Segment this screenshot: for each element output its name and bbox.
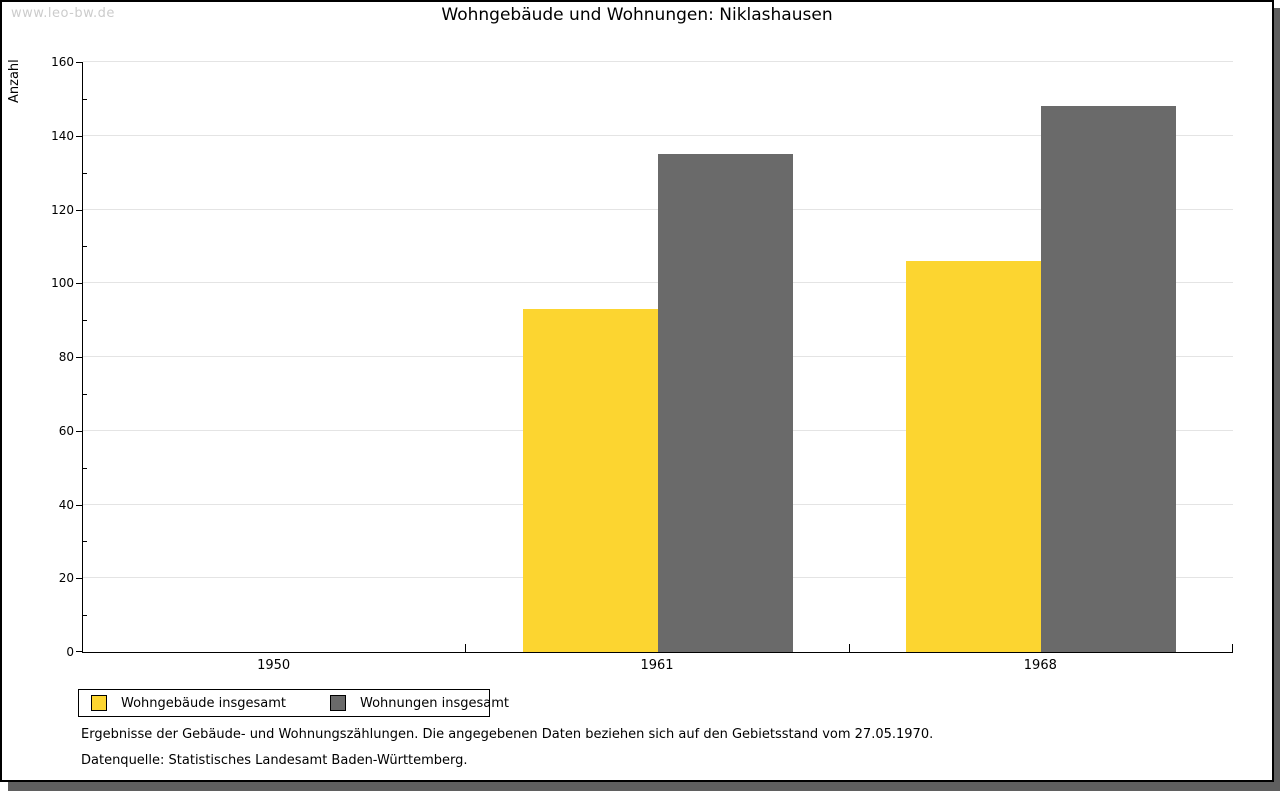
chart-title: Wohngebäude und Wohnungen: Niklashausen [441, 5, 833, 25]
y-tick-label-120: 120 [51, 202, 74, 217]
x-tick-1 [465, 644, 467, 652]
plot-area [76, 61, 1233, 653]
y-tick-120 [76, 209, 82, 211]
y-tick-80 [76, 357, 82, 358]
y-tick-60 [76, 430, 82, 432]
y-tick-140 [76, 135, 82, 137]
y-tick-label-20: 20 [58, 571, 74, 586]
frame-shadow-bottom [8, 782, 1280, 791]
y-minor-tick-30 [83, 541, 87, 543]
footnote-source-note: Ergebnisse der Gebäude- und Wohnungszähl… [81, 727, 934, 742]
bar-wohngeb-ude-insgesamt-1961 [523, 309, 658, 652]
y-tick-label-0: 0 [66, 645, 74, 659]
legend-item-wohnungen: Wohnungen insgesamt [330, 695, 509, 711]
y-tick-160 [76, 62, 82, 63]
gridline-y-160 [83, 61, 1233, 62]
legend-swatch-gray-icon [330, 695, 346, 711]
y-tick-label-80: 80 [58, 350, 74, 364]
y-minor-tick-130 [83, 172, 87, 174]
y-tick-100 [76, 283, 82, 285]
y-tick-label-140: 140 [51, 128, 74, 143]
watermark: www.leo-bw.de [11, 6, 115, 21]
footnote-data-source: Datenquelle: Statistisches Landesamt Bad… [81, 753, 468, 768]
y-tick-0 [76, 651, 82, 652]
x-tick-label-1968: 1968 [1023, 658, 1057, 673]
y-tick-label-100: 100 [51, 276, 74, 291]
x-tick-label-1950: 1950 [257, 658, 291, 673]
y-tick-20 [76, 578, 82, 580]
y-minor-tick-150 [83, 98, 87, 100]
y-tick-label-160: 160 [51, 55, 74, 69]
bar-wohnungen-insgesamt-1961 [658, 154, 793, 652]
legend: Wohngebäude insgesamt Wohnungen insgesam… [78, 689, 509, 717]
x-tick-3 [1232, 644, 1233, 652]
y-minor-tick-10 [83, 615, 87, 617]
gridline-y-140 [83, 134, 1233, 136]
y-minor-tick-90 [83, 320, 87, 322]
y-minor-tick-70 [83, 393, 87, 395]
bar-wohngeb-ude-insgesamt-1968 [906, 261, 1041, 652]
legend-item-wohngebaeude: Wohngebäude insgesamt [91, 695, 286, 711]
y-tick-40 [76, 504, 82, 506]
legend-label: Wohngebäude insgesamt [121, 695, 286, 711]
frame-shadow-right [1274, 8, 1280, 783]
legend-swatch-yellow-icon [91, 695, 107, 711]
y-tick-label-60: 60 [58, 423, 74, 438]
x-tick-2 [848, 644, 850, 652]
x-tick-label-1961: 1961 [640, 658, 674, 673]
y-minor-tick-110 [83, 246, 87, 248]
legend-label: Wohnungen insgesamt [360, 695, 509, 711]
y-tick-label-40: 40 [58, 497, 74, 512]
y-minor-tick-50 [83, 467, 87, 469]
bar-wohnungen-insgesamt-1968 [1041, 106, 1176, 652]
